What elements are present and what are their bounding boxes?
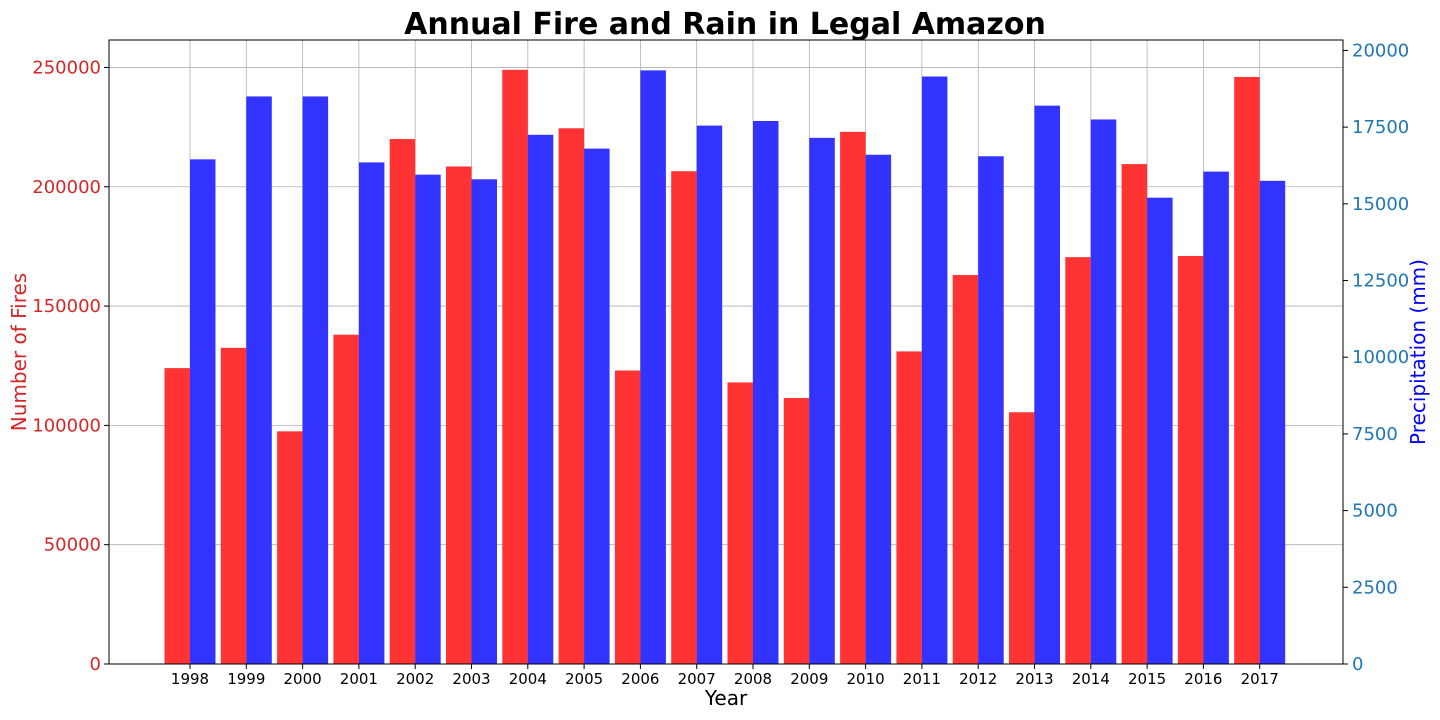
fire-bar bbox=[1121, 164, 1148, 664]
rain-bar bbox=[1203, 171, 1229, 664]
x-tick-label: 2002 bbox=[396, 670, 434, 688]
x-tick-label: 2009 bbox=[790, 670, 828, 688]
x-tick-label: 2017 bbox=[1241, 670, 1279, 688]
rain-bar bbox=[190, 159, 216, 664]
fire-bar bbox=[1234, 76, 1260, 664]
y-left-tick-label: 0 bbox=[90, 654, 101, 675]
rain-bar bbox=[921, 76, 948, 664]
y-right-tick-label: 15000 bbox=[1352, 194, 1409, 215]
rain-bar bbox=[246, 96, 272, 665]
rain-bar bbox=[302, 96, 329, 665]
rain-bar bbox=[584, 148, 610, 664]
rain-bar bbox=[471, 179, 497, 664]
y-left-tick-label: 250000 bbox=[32, 57, 101, 78]
fire-bar bbox=[614, 370, 641, 664]
rain-bar bbox=[1259, 180, 1286, 665]
y-axis-right-label: Precipitation (mm) bbox=[1406, 259, 1430, 445]
y-right-tick-label: 20000 bbox=[1352, 40, 1409, 61]
x-tick-label: 2001 bbox=[340, 670, 378, 688]
rain-bar bbox=[1034, 105, 1060, 664]
x-tick-label: 2013 bbox=[1015, 670, 1053, 688]
rain-bar bbox=[527, 134, 554, 665]
y-left-tick-label: 150000 bbox=[32, 296, 101, 317]
fire-bar bbox=[1009, 412, 1035, 664]
y-left-tick-label: 100000 bbox=[32, 415, 101, 436]
x-tick-label: 2007 bbox=[678, 670, 716, 688]
x-axis-label: Year bbox=[704, 686, 748, 710]
fire-bar bbox=[952, 275, 979, 664]
rain-bar bbox=[1090, 119, 1117, 665]
x-tick-label: 2005 bbox=[565, 670, 603, 688]
rain-bar bbox=[1147, 197, 1173, 664]
fire-bar bbox=[220, 347, 247, 664]
y-axis-left-label: Number of Fires bbox=[7, 273, 31, 431]
x-tick-label: 2004 bbox=[509, 670, 547, 688]
rain-bar bbox=[358, 162, 385, 664]
x-tick-label: 1998 bbox=[171, 670, 209, 688]
bars-layer bbox=[164, 69, 1286, 665]
y-right-tick-label: 2500 bbox=[1352, 577, 1398, 598]
fire-bar bbox=[389, 139, 416, 664]
x-tick-label: 2011 bbox=[903, 670, 941, 688]
rain-bar bbox=[696, 125, 723, 665]
y-left-tick-label: 50000 bbox=[44, 535, 101, 556]
rain-bar bbox=[978, 156, 1004, 664]
fire-bar bbox=[783, 397, 810, 664]
y-right-tick-label: 10000 bbox=[1352, 347, 1409, 368]
fire-bar bbox=[502, 69, 528, 664]
x-tick-label: 2008 bbox=[734, 670, 772, 688]
rain-bar bbox=[865, 154, 892, 664]
fire-bar bbox=[558, 128, 585, 664]
x-tick-label: 2000 bbox=[284, 670, 322, 688]
x-tick-label: 2015 bbox=[1128, 670, 1166, 688]
y-right-tick-label: 7500 bbox=[1352, 424, 1398, 445]
rain-bar bbox=[753, 120, 779, 664]
fire-bar bbox=[1177, 255, 1204, 665]
x-tick-label: 2016 bbox=[1184, 670, 1222, 688]
x-tick-label: 2006 bbox=[621, 670, 659, 688]
rain-bar bbox=[809, 137, 835, 664]
x-tick-label: 2003 bbox=[452, 670, 490, 688]
rain-bar bbox=[415, 174, 441, 664]
x-tick-label: 1999 bbox=[227, 670, 265, 688]
fire-bar bbox=[727, 382, 753, 664]
rain-bar bbox=[640, 70, 666, 664]
y-right-tick-label: 0 bbox=[1352, 654, 1363, 675]
chart-title: Annual Fire and Rain in Legal Amazon bbox=[404, 7, 1046, 42]
y-right-tick-label: 5000 bbox=[1352, 501, 1398, 522]
x-tick-label: 2012 bbox=[959, 670, 997, 688]
fire-bar bbox=[896, 351, 922, 664]
fire-bar bbox=[1065, 257, 1091, 664]
fire-bar bbox=[671, 171, 697, 664]
y-right-tick-label: 17500 bbox=[1352, 117, 1409, 138]
fire-bar bbox=[277, 431, 303, 664]
fire-bar bbox=[333, 334, 359, 664]
fire-bar bbox=[840, 131, 866, 664]
plot-frame bbox=[108, 39, 1344, 665]
fire-bar bbox=[164, 368, 190, 664]
axes-layer: 0 50000 100000 150000 200000 250000 0 2500 5000 7… bbox=[32, 40, 1409, 688]
y-left-tick-label: 200000 bbox=[32, 177, 101, 198]
x-tick-label: 2010 bbox=[847, 670, 885, 688]
y-right-tick-label: 12500 bbox=[1352, 271, 1409, 292]
x-tick-label: 2014 bbox=[1072, 670, 1110, 688]
fire-bar bbox=[446, 166, 472, 664]
